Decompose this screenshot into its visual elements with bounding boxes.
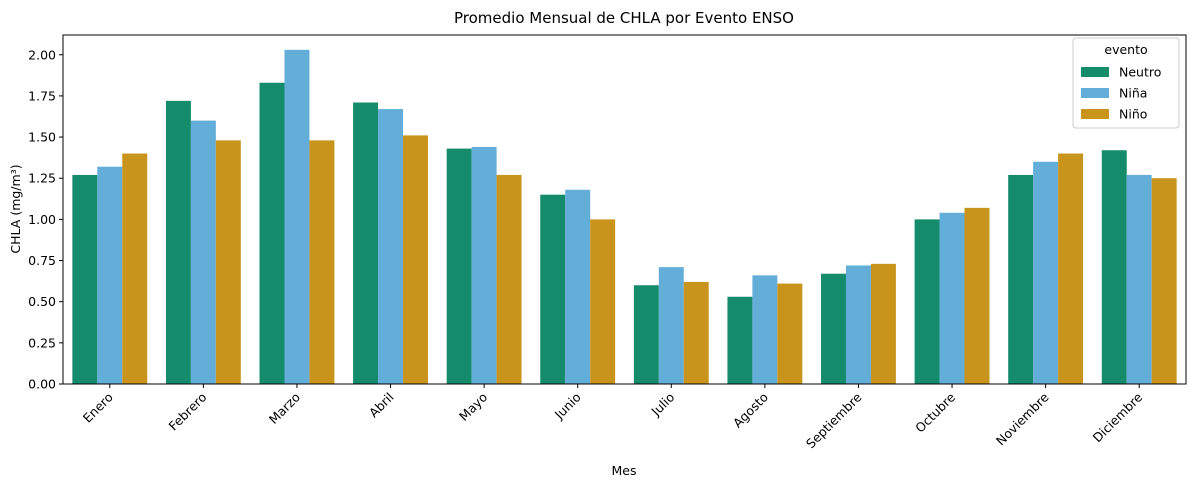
y-tick-label: 0.25 <box>28 335 56 350</box>
x-tick-label-diciembre: Diciembre <box>1090 389 1146 445</box>
bar-nia-septiembre <box>845 265 871 384</box>
bar-nia-octubre <box>939 212 965 384</box>
y-tick-label: 1.00 <box>28 212 56 227</box>
y-tick-label: 0.00 <box>28 377 56 392</box>
x-tick-label-marzo: Marzo <box>266 390 303 427</box>
y-tick-label: 2.00 <box>28 47 56 62</box>
x-tick-label-abril: Abril <box>366 390 397 421</box>
y-axis: 0.00 0.25 0.50 0.75 1.00 1.25 1.50 1.75 2.00 <box>28 47 63 392</box>
x-axis-title: Mes <box>612 463 637 478</box>
bar-nia-febrero <box>190 120 216 384</box>
bar-nia-mayo <box>471 146 497 384</box>
y-tick-label: 1.25 <box>28 171 56 186</box>
bar-nia-abril <box>378 109 404 384</box>
bar-neutro-enero <box>72 174 98 384</box>
x-tick-label-octubre: Octubre <box>912 389 958 435</box>
bar-neutro-abril <box>353 102 379 384</box>
legend-label: Niño <box>1119 107 1147 122</box>
legend-items: Neutro Niña Niño <box>1081 65 1161 122</box>
bar-nio-septiembre <box>870 263 896 384</box>
bar-nia-marzo <box>284 49 310 384</box>
legend-title: evento <box>1104 42 1147 57</box>
legend-frame <box>1072 37 1180 129</box>
bar-neutro-julio <box>633 285 659 384</box>
y-tick-label: 0.50 <box>28 294 56 309</box>
bar-nia-julio <box>658 267 684 384</box>
legend-swatch-neutro <box>1081 67 1109 77</box>
bar-nia-noviembre <box>1033 161 1059 384</box>
legend-swatch-nia <box>1081 88 1109 98</box>
bar-neutro-agosto <box>727 296 753 384</box>
y-tick-label: 1.75 <box>28 88 56 103</box>
bar-nia-junio <box>565 189 591 384</box>
legend: evento Neutro Niña Niño <box>1072 37 1180 129</box>
legend-swatch-nio <box>1081 109 1109 119</box>
chart-title: Promedio Mensual de CHLA por Evento ENSO <box>454 9 794 27</box>
y-axis-title: CHLA (mg/m³) <box>8 164 23 253</box>
bar-nio-mayo <box>496 174 522 384</box>
bar-nio-agosto <box>777 283 803 384</box>
x-tick-label-mayo: Mayo <box>456 390 490 424</box>
x-tick-label-noviembre: Noviembre <box>993 389 1052 448</box>
bar-nio-octubre <box>964 207 990 384</box>
bar-nio-marzo <box>309 140 335 384</box>
y-tick-label: 1.50 <box>28 130 56 145</box>
legend-label: Neutro <box>1119 65 1161 80</box>
bar-nio-junio <box>590 219 616 384</box>
x-tick-label-septiembre: Septiembre <box>803 389 865 451</box>
bar-neutro-noviembre <box>1008 174 1034 384</box>
bar-nio-abril <box>403 135 428 384</box>
bar-neutro-junio <box>540 194 566 384</box>
bar-neutro-febrero <box>165 100 191 384</box>
legend-label: Niña <box>1119 86 1147 101</box>
x-tick-label-agosto: Agosto <box>730 390 771 431</box>
bar-neutro-mayo <box>446 148 472 384</box>
bar-nia-diciembre <box>1126 174 1152 384</box>
bar-neutro-diciembre <box>1101 150 1127 384</box>
bar-nio-julio <box>683 281 709 384</box>
bar-neutro-octubre <box>914 219 940 384</box>
x-axis: Enero Febrero Marzo Abril Mayo Junio Julio Agos… <box>80 384 1146 451</box>
bar-nio-diciembre <box>1151 178 1177 384</box>
x-tick-label-junio: Junio <box>551 390 584 423</box>
x-tick-label-julio: Julio <box>648 390 678 420</box>
plot-frame <box>62 34 1187 385</box>
bar-nio-noviembre <box>1058 153 1084 384</box>
bars-group <box>72 49 1177 385</box>
bar-neutro-marzo <box>259 82 285 385</box>
bar-neutro-septiembre <box>821 273 846 384</box>
bar-nio-febrero <box>215 140 241 384</box>
bar-nia-agosto <box>752 275 778 384</box>
y-tick-label: 0.75 <box>28 253 56 268</box>
x-tick-label-febrero: Febrero <box>166 390 210 434</box>
x-tick-label-enero: Enero <box>80 390 116 426</box>
bar-nia-enero <box>97 166 123 384</box>
bar-nio-enero <box>122 153 148 384</box>
